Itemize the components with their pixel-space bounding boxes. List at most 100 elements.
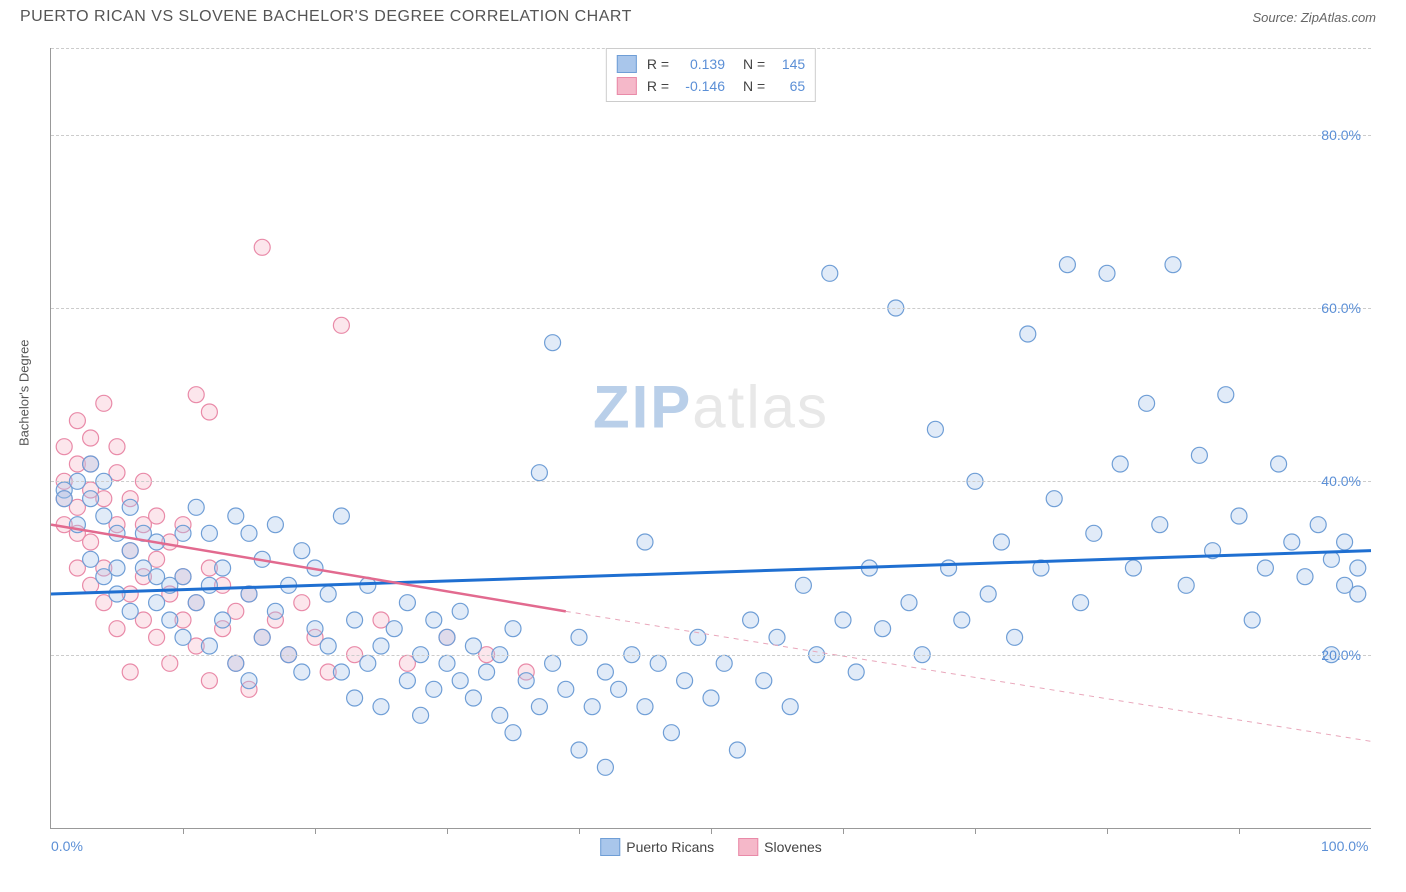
legend-swatch [738,838,758,856]
scatter-point [1350,586,1366,602]
scatter-point [267,517,283,533]
scatter-point [267,603,283,619]
scatter-point [399,673,415,689]
scatter-point [1191,447,1207,463]
scatter-point [162,655,178,671]
scatter-point [96,508,112,524]
chart-title: PUERTO RICAN VS SLOVENE BACHELOR'S DEGRE… [20,8,632,26]
scatter-point [465,638,481,654]
scatter-point [1244,612,1260,628]
scatter-point [426,612,442,628]
scatter-point [254,629,270,645]
scatter-point [1112,456,1128,472]
scatter-point [320,586,336,602]
scatter-point [399,595,415,611]
scatter-point [228,655,244,671]
scatter-point [1310,517,1326,533]
scatter-point [1231,508,1247,524]
scatter-point [360,655,376,671]
scatter-point [782,699,798,715]
scatter-point [1086,525,1102,541]
scatter-point [1073,595,1089,611]
scatter-point [505,621,521,637]
scatter-point [729,742,745,758]
scatter-point [201,673,217,689]
scatter-point [1337,534,1353,550]
scatter-point [122,603,138,619]
scatter-point [1257,560,1273,576]
scatter-point [188,387,204,403]
scatter-point [980,586,996,602]
scatter-point [122,543,138,559]
scatter-point [531,699,547,715]
scatter-point [795,577,811,593]
scatter-point [347,612,363,628]
scatter-point [96,395,112,411]
scatter-point [584,699,600,715]
scatter-point [703,690,719,706]
x-tick-mark [711,828,712,834]
scatter-point [835,612,851,628]
scatter-point [83,491,99,507]
scatter-point [294,595,310,611]
scatter-point [56,491,72,507]
scatter-point [215,560,231,576]
scatter-point [413,707,429,723]
scatter-point [188,595,204,611]
scatter-point [677,673,693,689]
scatter-point [373,638,389,654]
scatter-point [215,612,231,628]
legend-label: Puerto Ricans [626,839,714,855]
scatter-point [1125,560,1141,576]
scatter-point [518,673,534,689]
scatter-point [690,629,706,645]
legend-item: Puerto Ricans [600,838,714,856]
scatter-point [452,603,468,619]
scatter-point [83,551,99,567]
scatter-point [1218,387,1234,403]
scatter-point [83,456,99,472]
scatter-point [439,629,455,645]
x-tick-mark [579,828,580,834]
scatter-point [109,439,125,455]
x-tick-mark [183,828,184,834]
scatter-point [1350,560,1366,576]
scatter-point [465,690,481,706]
scatter-point [188,499,204,515]
gridline [51,481,1371,482]
scatter-point [822,265,838,281]
y-axis-label: Bachelor's Degree [17,339,32,446]
scatter-point [439,655,455,671]
gridline [51,308,1371,309]
scatter-point [56,439,72,455]
scatter-point [162,612,178,628]
x-tick-mark [1107,828,1108,834]
scatter-point [875,621,891,637]
scatter-point [1046,491,1062,507]
scatter-point [941,560,957,576]
legend-swatch [600,838,620,856]
scatter-point [452,673,468,689]
scatter-point [333,508,349,524]
x-tick-label: 0.0% [51,838,83,854]
scatter-point [571,629,587,645]
gridline [51,655,1371,656]
y-tick-label: 40.0% [1321,473,1361,489]
scatter-point [347,690,363,706]
x-tick-label: 100.0% [1321,838,1368,854]
scatter-point [1007,629,1023,645]
scatter-point [333,664,349,680]
scatter-point [954,612,970,628]
scatter-point [122,664,138,680]
scatter-point [927,421,943,437]
scatter-point [1323,551,1339,567]
scatter-point [149,508,165,524]
scatter-point [1139,395,1155,411]
scatter-point [294,664,310,680]
scatter-point [769,629,785,645]
scatter-point [294,543,310,559]
scatter-point [201,404,217,420]
scatter-point [756,673,772,689]
scatter-point [743,612,759,628]
scatter-point [201,525,217,541]
